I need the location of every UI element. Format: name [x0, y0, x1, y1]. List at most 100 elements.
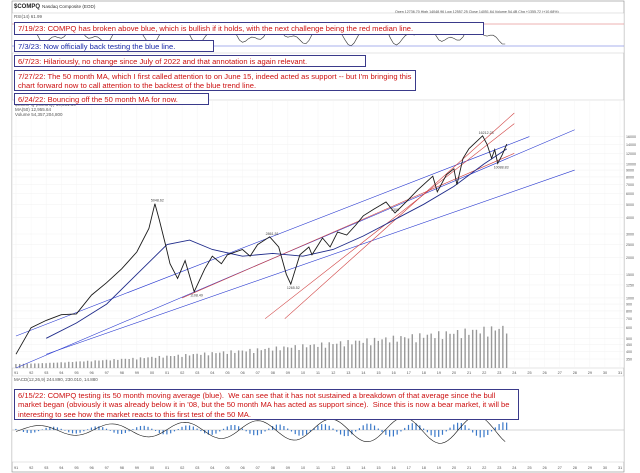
volume-bar — [56, 362, 59, 368]
x-tick-label: 19 — [437, 466, 441, 470]
volume-bar — [30, 363, 32, 368]
volume-bar — [94, 360, 96, 368]
macd-histogram-bar — [411, 423, 413, 430]
macd-histogram-bar — [287, 428, 289, 430]
macd-histogram-bar — [407, 424, 410, 430]
volume-bar — [298, 349, 300, 368]
y-tick-label: 1500 — [626, 273, 634, 277]
volume-bar — [71, 362, 74, 368]
y-tick-label: 700 — [626, 317, 632, 321]
x-tick-label: 92 — [29, 371, 33, 375]
macd-lines — [12, 415, 624, 444]
y-tick-label: 9000 — [626, 169, 634, 173]
volume-bar — [407, 338, 410, 368]
volume-bar — [430, 333, 432, 368]
volume-bar — [419, 333, 421, 368]
price-path — [15, 135, 508, 355]
channel-red-upper — [284, 112, 515, 319]
y-tick-label: 8000 — [626, 175, 634, 179]
x-tick-label: 02 — [180, 371, 184, 375]
volume-bar — [143, 358, 145, 368]
x-tick-label: 96 — [90, 371, 94, 375]
x-tick-label: 29 — [588, 466, 592, 470]
x-tick-label: 13 — [346, 466, 350, 470]
volume-bar — [120, 358, 123, 368]
macd-histogram-bar — [181, 426, 183, 430]
annotation-7-27-22: 7/27/22: The 50 month MA, which I first … — [14, 70, 416, 91]
macd-histogram-bar — [60, 428, 62, 430]
volume-bar — [109, 360, 111, 368]
macd-histogram-bar — [170, 430, 172, 434]
volume-bar — [302, 344, 304, 368]
volume-bar — [26, 363, 28, 368]
macd-histogram-bar — [79, 430, 81, 433]
volume-bar — [222, 351, 225, 368]
volume-bar — [366, 338, 368, 368]
high-label: 16212.23 — [479, 131, 494, 135]
volume-bar — [426, 334, 429, 368]
x-tick-label: 07 — [256, 371, 260, 375]
volume-bar — [490, 326, 493, 368]
macd-histogram-bar — [392, 430, 394, 437]
volume-bar — [434, 338, 436, 368]
x-tick-label: 95 — [74, 466, 78, 470]
macd-histogram-bar — [34, 430, 36, 433]
volume-bar — [313, 344, 315, 368]
macd-histogram-bar — [200, 430, 202, 432]
macd-histogram-bar — [136, 427, 138, 430]
x-tick-label: 04 — [210, 371, 214, 375]
volume-bar — [147, 357, 149, 368]
macd-histogram-bar — [355, 430, 357, 432]
macd-histogram-bar — [109, 430, 111, 431]
macd-histogram-bar — [453, 424, 455, 430]
y-tick-label: 400 — [626, 350, 632, 354]
x-tick-label: 22 — [482, 371, 486, 375]
x-tick-label: 15 — [376, 466, 380, 470]
x-tick-label: 26 — [543, 466, 547, 470]
volume-bar — [139, 357, 142, 368]
volume-bar — [404, 337, 406, 368]
x-tick-label: 12 — [331, 371, 335, 375]
volume-bar — [60, 362, 62, 368]
x-tick-label: 11 — [316, 466, 320, 470]
volume-bar — [498, 328, 500, 368]
x-tick-label: 98 — [120, 466, 124, 470]
macd-histogram-bar — [226, 426, 228, 430]
macd-histogram-bar — [328, 425, 330, 430]
volume-bar — [460, 338, 463, 368]
macd-histogram-bar — [339, 430, 342, 435]
volume-bar — [45, 363, 47, 368]
volume-bar — [230, 350, 232, 368]
macd-histogram-bar — [502, 422, 504, 430]
macd-histogram-bar — [441, 430, 444, 435]
volume-bar — [124, 358, 127, 368]
volume-bar — [343, 346, 346, 368]
x-tick-label: 22 — [482, 466, 486, 470]
macd-histogram-bar — [279, 424, 281, 430]
high-label: 2861.51 — [266, 232, 279, 236]
volume-bar — [290, 347, 293, 368]
volume-bar — [181, 356, 183, 368]
x-tick-label: 27 — [558, 371, 562, 375]
annotation-6-7-23: 6/7/23: Hilariously, no change since Jul… — [14, 55, 366, 67]
y-tick-label: 14000 — [626, 143, 636, 147]
macd-histogram-bar — [215, 430, 217, 434]
ma-legend: MA(50) 12,955.64 — [15, 107, 52, 112]
y-tick-label: 4000 — [626, 216, 634, 220]
x-tick-label: 98 — [120, 371, 124, 375]
y-tick-label: 500 — [626, 337, 632, 341]
x-tick-label: 18 — [422, 371, 426, 375]
y-tick-label: 5000 — [626, 203, 634, 207]
macd-histogram-bar — [173, 430, 176, 432]
macd-histogram-bar — [362, 425, 364, 430]
x-tick-label: 28 — [573, 371, 577, 375]
x-tick-label: 92 — [29, 466, 33, 470]
volume-bar — [505, 333, 508, 368]
volume-bar — [479, 333, 481, 368]
macd-histogram-bar — [188, 425, 191, 430]
macd-histogram-bar — [68, 430, 70, 433]
low-label: 1265.52 — [287, 286, 300, 290]
y-axis-ticks: 16000 14000 12000 10000 9000 8000 7000 6000 5000… — [626, 135, 636, 361]
x-tick-label: 28 — [573, 466, 577, 470]
macd-histogram-bar — [487, 430, 489, 436]
